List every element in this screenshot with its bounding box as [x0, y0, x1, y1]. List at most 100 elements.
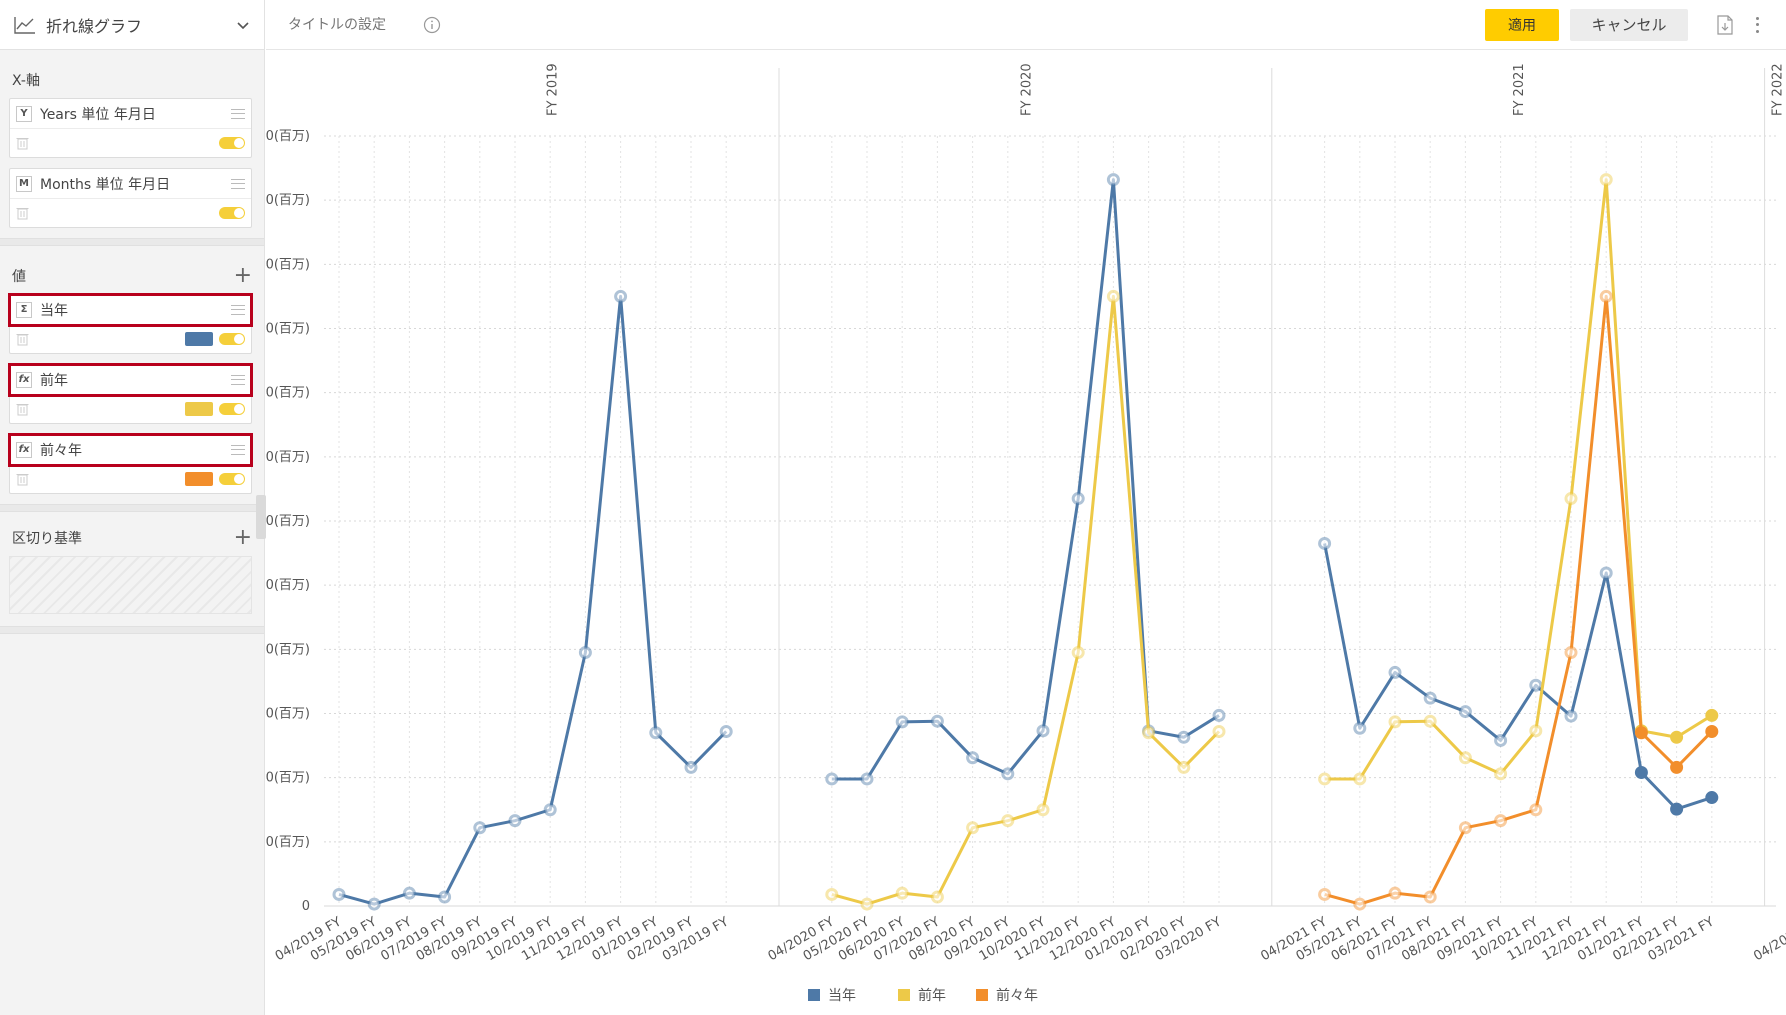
chart-title-input[interactable]	[288, 16, 423, 33]
data-point	[966, 821, 980, 835]
drag-handle-icon[interactable]	[231, 108, 245, 119]
data-point	[895, 886, 909, 900]
data-point	[332, 887, 346, 901]
y-tick-label: 30(百万)	[266, 707, 310, 722]
data-point	[614, 289, 628, 303]
data-point	[1670, 730, 1684, 744]
y-tick-label: 100(百万)	[266, 257, 310, 272]
series-1	[825, 173, 1719, 911]
data-point	[1458, 821, 1472, 835]
data-point	[1353, 772, 1367, 786]
legend-label: 前年	[918, 987, 946, 1004]
export-file-icon[interactable]	[1716, 14, 1734, 35]
trash-icon[interactable]	[16, 472, 29, 486]
drag-handle-icon[interactable]	[231, 304, 245, 315]
series-color-swatch[interactable]	[185, 402, 213, 416]
date-badge-icon: M	[16, 175, 32, 192]
more-options-icon[interactable]	[1756, 16, 1760, 33]
y-tick-label: 50(百万)	[266, 578, 310, 593]
data-point	[1212, 708, 1226, 722]
data-point	[1494, 767, 1508, 781]
data-point	[1106, 289, 1120, 303]
chevron-down-icon[interactable]	[236, 20, 250, 30]
line-chart: 0 10(百万) 20(百万) 30(百万) 40(百万) 50(百万) 60(百万) 70(…	[266, 52, 1786, 1015]
data-point	[438, 890, 452, 904]
field-panel: 折れ線グラフ X-軸 Y Years 単位 年月日 M Months 単位 年月…	[0, 0, 265, 1015]
data-point	[367, 897, 381, 911]
y-tick-label: 20(百万)	[266, 771, 310, 786]
series-color-swatch[interactable]	[185, 472, 213, 486]
trash-icon[interactable]	[16, 206, 29, 220]
visibility-toggle[interactable]	[219, 403, 245, 415]
field-label: 前々年	[40, 442, 82, 459]
series-color-swatch[interactable]	[185, 332, 213, 346]
data-point	[1318, 887, 1332, 901]
trash-icon[interactable]	[16, 332, 29, 346]
data-point	[1705, 791, 1719, 805]
drag-handle-icon[interactable]	[231, 444, 245, 455]
field-label: Months 単位 年月日	[40, 176, 171, 193]
visibility-toggle[interactable]	[219, 207, 245, 219]
data-point	[1423, 890, 1437, 904]
visibility-toggle[interactable]	[219, 473, 245, 485]
add-value-icon[interactable]: +	[233, 263, 252, 288]
legend-swatch	[808, 989, 820, 1001]
cancel-button[interactable]: キャンセル	[1570, 8, 1688, 41]
legend-item[interactable]: 当年	[808, 988, 856, 1004]
legend-item[interactable]: 前々年	[976, 987, 1038, 1004]
data-point	[1388, 715, 1402, 729]
data-point	[1177, 760, 1191, 774]
chart-type-selector[interactable]: 折れ線グラフ	[0, 0, 264, 50]
data-point	[1458, 751, 1472, 765]
data-point	[473, 821, 487, 835]
field-card-years[interactable]: Y Years 単位 年月日	[9, 98, 252, 158]
drag-handle-icon[interactable]	[231, 178, 245, 189]
chart-canvas: 0 10(百万) 20(百万) 30(百万) 40(百万) 50(百万) 60(百万) 70(…	[266, 63, 1786, 1004]
apply-button[interactable]: 適用	[1485, 8, 1559, 41]
data-point	[1142, 726, 1156, 740]
data-point	[402, 886, 416, 900]
data-point	[1212, 724, 1226, 738]
data-point	[1494, 814, 1508, 828]
group-label: FY 2019	[546, 63, 561, 116]
data-point	[1670, 802, 1684, 816]
field-card-two-years-ago[interactable]: fx 前々年	[8, 433, 253, 494]
drag-handle-icon[interactable]	[231, 374, 245, 385]
field-card-months[interactable]: M Months 単位 年月日	[9, 168, 252, 228]
trash-icon[interactable]	[16, 402, 29, 416]
data-point	[1705, 708, 1719, 722]
data-point	[825, 887, 839, 901]
series-line	[338, 294, 728, 906]
data-point	[1564, 646, 1578, 660]
data-point	[508, 814, 522, 828]
legend-swatch	[976, 989, 988, 1001]
breakdown-drop-zone[interactable]	[9, 556, 252, 614]
panel-collapse-handle[interactable]	[256, 495, 266, 539]
field-card-current-year[interactable]: Σ 当年	[8, 293, 253, 354]
data-point	[1177, 730, 1191, 744]
date-badge-icon: Y	[16, 105, 32, 122]
data-point	[1318, 536, 1332, 550]
data-point	[1670, 760, 1684, 774]
sum-badge-icon: Σ	[16, 301, 32, 318]
legend-swatch	[898, 989, 910, 1001]
trash-icon[interactable]	[16, 136, 29, 150]
series-0	[332, 173, 1719, 911]
data-point	[1564, 492, 1578, 506]
x-axis-section-title: X-軸	[12, 73, 40, 89]
x-tick-label: 04/2022 FY	[1751, 914, 1786, 964]
data-point	[1423, 691, 1437, 705]
data-point	[1494, 733, 1508, 747]
info-icon[interactable]	[423, 16, 441, 34]
data-point	[1529, 803, 1543, 817]
data-point	[1353, 897, 1367, 911]
data-point	[1634, 766, 1648, 780]
data-point	[578, 646, 592, 660]
visibility-toggle[interactable]	[219, 137, 245, 149]
chart-type-label: 折れ線グラフ	[46, 16, 143, 36]
visibility-toggle[interactable]	[219, 333, 245, 345]
add-breakdown-icon[interactable]: +	[233, 525, 252, 550]
legend-item[interactable]: 前年	[898, 987, 946, 1004]
data-point	[1529, 724, 1543, 738]
field-card-previous-year[interactable]: fx 前年	[8, 363, 253, 424]
